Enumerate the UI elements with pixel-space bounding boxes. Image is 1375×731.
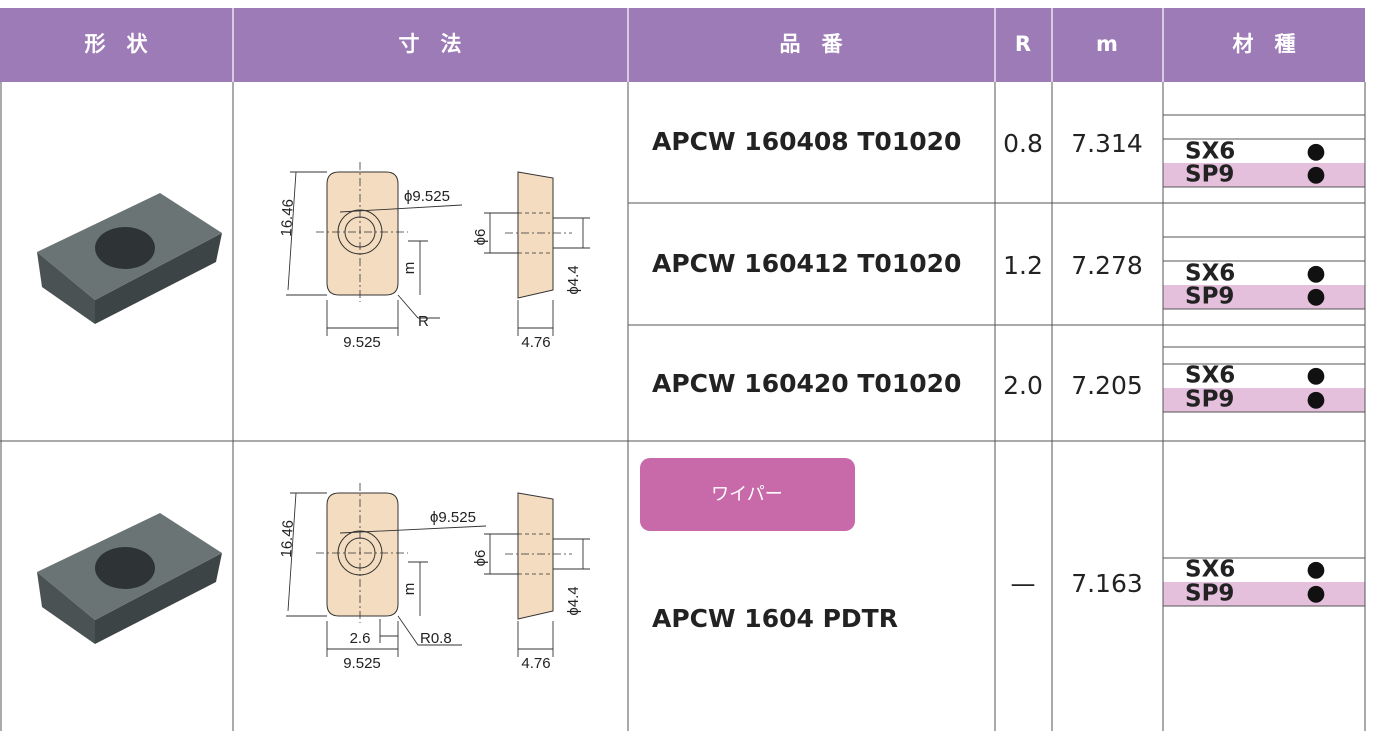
grade: SP9 bbox=[1185, 581, 1234, 607]
grade: SP9 bbox=[1185, 162, 1234, 188]
dim-label: 16.46 bbox=[278, 520, 297, 558]
r-value: 0.8 bbox=[1003, 129, 1043, 158]
dim-label: 9.525 bbox=[343, 655, 381, 672]
badge bbox=[640, 458, 855, 531]
r-value: 1.2 bbox=[1003, 251, 1043, 280]
grade-mark: ● bbox=[1306, 162, 1325, 187]
grade-mark: ● bbox=[1306, 261, 1325, 286]
part-number: APCW 1604 PDTR bbox=[652, 604, 898, 633]
grade: SP9 bbox=[1185, 387, 1234, 413]
m-value: 7.278 bbox=[1071, 251, 1143, 280]
grade-blocks bbox=[1163, 114, 1365, 607]
header-cell: 寸 法 bbox=[399, 32, 462, 56]
dim-label: ϕ6 bbox=[472, 229, 489, 246]
insert-photo bbox=[37, 513, 222, 644]
part-number: APCW 160412 T01020 bbox=[652, 249, 961, 278]
grade-mark: ● bbox=[1306, 284, 1325, 309]
dim-label: 4.76 bbox=[521, 334, 550, 351]
dim-label: ϕ6 bbox=[472, 550, 489, 567]
insert-photo bbox=[37, 193, 222, 324]
grid bbox=[0, 82, 1366, 731]
grade-mark: ● bbox=[1306, 363, 1325, 388]
header-cell: 材 種 bbox=[1233, 32, 1296, 56]
header-bar bbox=[0, 8, 1365, 82]
part-number: APCW 160408 T01020 bbox=[652, 127, 961, 156]
dim-label: ϕ4.4 bbox=[565, 586, 582, 615]
header-cell: 形 状 bbox=[85, 32, 149, 56]
dim-label: 4.76 bbox=[521, 655, 550, 672]
grade: SX6 bbox=[1185, 139, 1235, 165]
dim-label: R bbox=[418, 313, 429, 330]
grade-mark: ● bbox=[1306, 139, 1325, 164]
part-number: APCW 160420 T01020 bbox=[652, 369, 961, 398]
grade: SX6 bbox=[1185, 557, 1235, 583]
dim-label: m bbox=[401, 583, 418, 596]
r-value: — bbox=[1011, 569, 1036, 598]
header-cell: m bbox=[1096, 32, 1118, 56]
dim-label: ϕ9.525 bbox=[430, 509, 476, 526]
dimension-drawing: 16.46 ϕ9.525 ϕ6 m ϕ4.4 2.6 R0.8 9.525 4.… bbox=[278, 483, 590, 672]
m-value: 7.205 bbox=[1071, 371, 1143, 400]
dim-label: 16.46 bbox=[278, 199, 297, 237]
dim-label: ϕ4.4 bbox=[565, 265, 582, 294]
dim-label: 2.6 bbox=[350, 630, 371, 647]
grade: SX6 bbox=[1185, 261, 1235, 287]
dim-label: 9.525 bbox=[343, 334, 381, 351]
m-value: 7.314 bbox=[1071, 129, 1143, 158]
grade-mark: ● bbox=[1306, 581, 1325, 606]
grade-mark: ● bbox=[1306, 557, 1325, 582]
grade: SP9 bbox=[1185, 284, 1234, 310]
grade: SX6 bbox=[1185, 363, 1235, 389]
dim-label: m bbox=[401, 262, 418, 275]
dim-label: R0.8 bbox=[420, 630, 452, 647]
dimension-drawing: 16.46 ϕ9.525 ϕ6 m ϕ4.4 R 9.525 4.76 bbox=[278, 162, 590, 351]
r-value: 2.0 bbox=[1003, 371, 1043, 400]
grade-mark: ● bbox=[1306, 387, 1325, 412]
header-cell: 品 番 bbox=[780, 32, 844, 56]
badge-label: ワイパー bbox=[711, 484, 783, 505]
dim-label: ϕ9.525 bbox=[404, 188, 450, 205]
header-cell: R bbox=[1015, 32, 1031, 56]
m-value: 7.163 bbox=[1071, 569, 1143, 598]
